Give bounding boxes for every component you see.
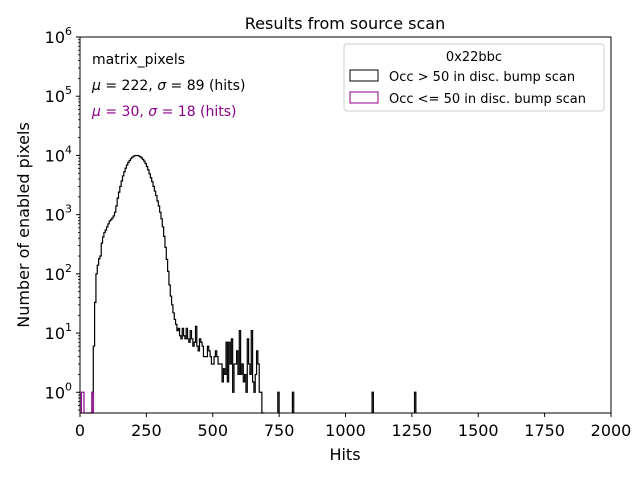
y-tick-label: 106 xyxy=(45,25,72,47)
y-axis-label: Number of enabled pixels xyxy=(14,122,33,328)
x-tick-label: 500 xyxy=(197,421,228,440)
legend: 0x22bbc Occ > 50 in disc. bump scan Occ … xyxy=(343,43,605,112)
y-tick-label: 104 xyxy=(45,143,72,165)
legend-swatch-occ-gt-50 xyxy=(349,69,379,82)
chart-title: Results from source scan xyxy=(245,14,445,33)
y-tick-label: 100 xyxy=(45,380,72,402)
x-tick-label: 250 xyxy=(131,421,162,440)
x-axis: 0 250 500 750 1000 1250 1500 1750 2000 xyxy=(75,413,631,440)
histogram-outline xyxy=(91,154,417,414)
stats-annotations: matrix_pixels μ = 222, σ = 89 (hits) μ =… xyxy=(91,52,245,120)
y-tick-label: 103 xyxy=(45,203,72,225)
sigma-value: = 89 (hits) xyxy=(166,78,245,94)
legend-swatch-occ-le-50 xyxy=(349,91,379,104)
x-tick-label: 1750 xyxy=(524,421,565,440)
x-tick-label: 1500 xyxy=(458,421,499,440)
sigma-value: = 18 (hits) xyxy=(157,104,236,120)
x-tick-label: 1000 xyxy=(325,421,366,440)
x-tick-label: 0 xyxy=(75,421,85,440)
y-axis: 100 101 102 103 104 105 106 xyxy=(45,25,80,411)
series-occ-gt-50 xyxy=(91,154,417,414)
x-tick-label: 1250 xyxy=(392,421,433,440)
y-tick-label: 102 xyxy=(45,262,72,284)
annotation-stats-purple: μ = 30, σ = 18 (hits) xyxy=(91,104,237,120)
sigma-symbol: σ xyxy=(157,78,167,94)
mu-symbol: μ xyxy=(91,78,101,94)
mu-value: = 30, xyxy=(101,104,148,120)
legend-label-occ-gt-50: Occ > 50 in disc. bump scan xyxy=(389,70,575,85)
annotation-label: matrix_pixels xyxy=(92,52,185,68)
mu-symbol: μ xyxy=(91,104,101,120)
x-tick-label: 750 xyxy=(264,421,295,440)
y-tick-label: 101 xyxy=(45,321,72,343)
x-tick-label: 2000 xyxy=(591,421,632,440)
legend-title: 0x22bbc xyxy=(446,50,502,65)
sigma-symbol: σ xyxy=(148,104,158,120)
x-axis-label: Hits xyxy=(329,445,360,464)
annotation-stats-black: μ = 222, σ = 89 (hits) xyxy=(91,78,245,94)
legend-label-occ-le-50: Occ <= 50 in disc. bump scan xyxy=(389,92,586,107)
y-tick-label: 105 xyxy=(45,84,72,106)
mu-value: = 222, xyxy=(101,78,157,94)
legend-box xyxy=(343,43,605,112)
